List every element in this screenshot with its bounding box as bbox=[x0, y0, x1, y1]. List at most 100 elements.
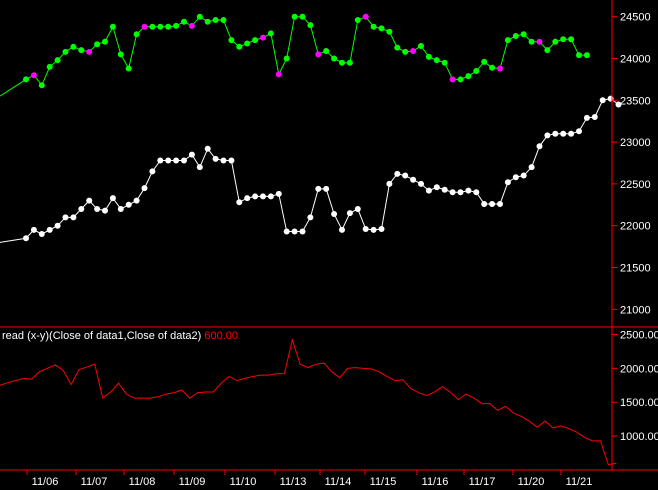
data-point bbox=[552, 38, 559, 45]
data-point bbox=[370, 226, 377, 233]
data-point bbox=[94, 41, 101, 48]
data-point bbox=[591, 114, 598, 121]
data-point bbox=[117, 51, 124, 58]
price-tick-label: 21000 bbox=[620, 304, 651, 316]
data-point bbox=[173, 157, 180, 164]
data-point bbox=[473, 189, 480, 196]
data-point bbox=[157, 23, 164, 30]
data-point bbox=[465, 187, 472, 194]
data-point bbox=[117, 205, 124, 212]
data-point bbox=[291, 228, 298, 235]
data-point bbox=[339, 226, 345, 233]
data-point bbox=[441, 59, 448, 66]
data-point bbox=[441, 186, 448, 193]
data-point bbox=[70, 43, 77, 50]
data-point bbox=[378, 226, 385, 233]
date-axis-ticks: 11/06 11/07 11/08 11/09 11/10 11/13 11/14 11/15… bbox=[26, 470, 592, 488]
data-point bbox=[38, 231, 45, 238]
data-point bbox=[370, 23, 377, 30]
data-point bbox=[86, 197, 93, 204]
data-point bbox=[504, 179, 511, 186]
data-point bbox=[560, 130, 567, 137]
data-point bbox=[544, 132, 551, 139]
data-point bbox=[583, 52, 590, 59]
spread-series-line bbox=[0, 337, 617, 466]
price-tick-label: 22500 bbox=[620, 179, 651, 191]
data-point bbox=[228, 37, 235, 44]
data-point bbox=[102, 207, 108, 214]
data-point bbox=[188, 151, 195, 158]
data-point bbox=[244, 40, 251, 47]
data-point bbox=[386, 28, 393, 35]
data-point bbox=[473, 68, 480, 75]
data-point bbox=[30, 72, 37, 79]
data-point bbox=[520, 172, 527, 179]
data-point bbox=[568, 130, 575, 137]
price-tick-label: 21500 bbox=[620, 262, 651, 274]
spread-tick-label: 2500.00 bbox=[620, 329, 658, 341]
data-point bbox=[133, 197, 140, 204]
data-point bbox=[54, 222, 61, 229]
data-point bbox=[23, 76, 29, 83]
data-point bbox=[260, 193, 266, 200]
data-point bbox=[62, 48, 69, 55]
date-tick-label: 11/13 bbox=[280, 476, 307, 488]
data-point bbox=[102, 38, 108, 45]
data-point bbox=[54, 57, 61, 64]
data-point bbox=[339, 59, 345, 66]
data-point bbox=[457, 76, 464, 83]
data-point bbox=[165, 23, 172, 30]
data-point bbox=[323, 47, 330, 54]
data-point bbox=[141, 185, 148, 192]
data-point bbox=[568, 36, 575, 43]
data-point bbox=[576, 128, 582, 135]
data-point bbox=[583, 114, 590, 121]
price-tick-label: 24500 bbox=[620, 12, 651, 24]
data-point bbox=[46, 226, 53, 233]
data-point bbox=[512, 32, 519, 39]
data-point bbox=[528, 38, 535, 45]
data-point bbox=[109, 195, 116, 202]
data-point bbox=[204, 18, 211, 25]
data-point bbox=[528, 164, 535, 171]
data-point bbox=[173, 22, 180, 29]
data-point bbox=[362, 13, 369, 20]
date-tick-label: 11/06 bbox=[32, 476, 59, 488]
data-point bbox=[346, 210, 353, 217]
data-point bbox=[520, 31, 527, 38]
data-point bbox=[275, 190, 282, 197]
data-point bbox=[418, 42, 424, 49]
data-point bbox=[323, 185, 330, 192]
data-point bbox=[418, 180, 424, 187]
date-tick-label: 11/17 bbox=[469, 476, 496, 488]
data-point bbox=[599, 97, 606, 104]
data-point bbox=[149, 23, 156, 30]
spread-indicator-label: read (x-y)(Close of data1,Close of data2… bbox=[2, 330, 238, 342]
data-point bbox=[346, 59, 353, 66]
data-point bbox=[512, 174, 519, 181]
data-point bbox=[141, 23, 148, 30]
data-point bbox=[86, 48, 93, 55]
data-point bbox=[615, 101, 622, 108]
data-point bbox=[260, 34, 266, 41]
data-point bbox=[149, 168, 156, 175]
data-point bbox=[252, 193, 259, 200]
lower-series-markers bbox=[23, 95, 622, 242]
data-point bbox=[425, 187, 432, 194]
data-point bbox=[402, 48, 409, 55]
data-point bbox=[228, 157, 235, 164]
data-point bbox=[196, 13, 203, 20]
data-point bbox=[94, 205, 101, 212]
data-point bbox=[544, 47, 551, 54]
data-point bbox=[30, 226, 37, 233]
data-point bbox=[181, 157, 187, 164]
price-axis-ticks: 24500 24000 23500 23000 22500 22000 21500 21000 bbox=[612, 12, 651, 316]
data-point bbox=[354, 205, 361, 212]
price-tick-label: 22000 bbox=[620, 221, 651, 233]
data-point bbox=[220, 157, 227, 164]
data-point bbox=[560, 36, 567, 43]
data-point bbox=[307, 22, 314, 29]
data-point bbox=[410, 176, 417, 183]
date-tick-label: 11/07 bbox=[81, 476, 108, 488]
data-point bbox=[244, 195, 251, 202]
